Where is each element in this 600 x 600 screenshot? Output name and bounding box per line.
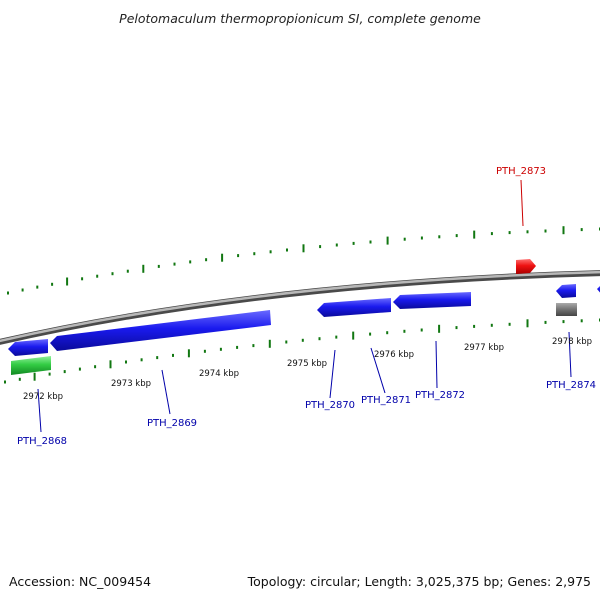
gene-label-pth-2868[interactable]: PTH_2868 bbox=[17, 436, 67, 447]
upper-tick-track bbox=[7, 226, 600, 295]
pseudo-gene[interactable] bbox=[556, 303, 577, 316]
gene-label-pth-2869[interactable]: PTH_2869 bbox=[147, 418, 197, 429]
scale-label-2978: 2978 kbp bbox=[552, 337, 592, 347]
gene-pth-2873[interactable] bbox=[516, 259, 536, 274]
scale-label-2972: 2972 kbp bbox=[23, 392, 63, 402]
gene-pth-2869[interactable] bbox=[50, 310, 271, 351]
gene-pth-2868[interactable] bbox=[8, 339, 48, 356]
gene-label-pth-2872[interactable]: PTH_2872 bbox=[415, 390, 465, 401]
map-title: Pelotomaculum thermopropionicum SI, comp… bbox=[119, 11, 481, 26]
label-leaders bbox=[37, 179, 572, 433]
gene-pth-2870[interactable] bbox=[317, 298, 391, 317]
accession-text: Accession: NC_009454 bbox=[9, 574, 151, 589]
rna-gene[interactable] bbox=[11, 356, 51, 375]
gene-partial-right[interactable] bbox=[597, 283, 600, 296]
scale-labels: 2972 kbp 2973 kbp 2974 kbp 2975 kbp 2976… bbox=[23, 337, 592, 402]
scale-label-2973: 2973 kbp bbox=[111, 379, 151, 389]
gene-labels: PTH_2868 PTH_2869 PTH_2870 PTH_2871 PTH_… bbox=[17, 166, 596, 447]
genome-summary-text: Topology: circular; Length: 3,025,375 bp… bbox=[247, 574, 591, 589]
gene-label-pth-2871[interactable]: PTH_2871 bbox=[361, 395, 411, 406]
gene-pth-2872[interactable] bbox=[393, 292, 471, 309]
gene-features bbox=[8, 259, 600, 375]
scale-label-2976: 2976 kbp bbox=[374, 350, 414, 360]
scale-label-2975: 2975 kbp bbox=[287, 359, 327, 369]
scale-label-2974: 2974 kbp bbox=[199, 369, 239, 379]
scale-label-2977: 2977 kbp bbox=[464, 343, 504, 353]
lower-tick-track bbox=[4, 318, 600, 384]
gene-label-pth-2874[interactable]: PTH_2874 bbox=[546, 380, 596, 391]
gene-label-pth-2873[interactable]: PTH_2873 bbox=[496, 166, 546, 177]
gene-pth-2874[interactable] bbox=[556, 284, 576, 298]
gene-label-pth-2870[interactable]: PTH_2870 bbox=[305, 400, 355, 411]
